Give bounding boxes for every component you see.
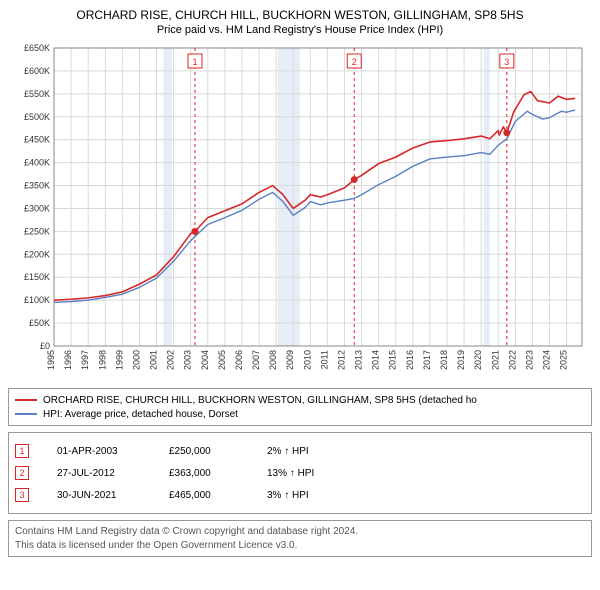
svg-text:2019: 2019 — [456, 350, 466, 370]
footer-line: Contains HM Land Registry data © Crown c… — [15, 525, 585, 539]
svg-text:2010: 2010 — [302, 350, 312, 370]
legend-swatch — [15, 413, 37, 415]
events-table: 1 01-APR-2003 £250,000 2% ↑ HPI 2 27-JUL-2012… — [8, 432, 592, 514]
svg-text:£650K: £650K — [24, 43, 50, 53]
event-row: 3 30-JUN-2021 £465,000 3% ↑ HPI — [15, 485, 585, 505]
legend-row: ORCHARD RISE, CHURCH HILL, BUCKHORN WEST… — [15, 393, 585, 407]
price-chart: £0 £50K £100K £150K £200K £250K £300K £350K £400… — [8, 42, 592, 382]
legend-label: ORCHARD RISE, CHURCH HILL, BUCKHORN WEST… — [43, 395, 477, 406]
event-delta: 2% ↑ HPI — [267, 446, 347, 457]
chart-title: ORCHARD RISE, CHURCH HILL, BUCKHORN WEST… — [8, 8, 592, 22]
svg-text:1998: 1998 — [97, 350, 107, 370]
svg-text:£150K: £150K — [24, 272, 50, 282]
event-marker: 1 — [15, 444, 29, 458]
svg-text:2018: 2018 — [439, 350, 449, 370]
svg-text:2023: 2023 — [524, 350, 534, 370]
svg-text:1997: 1997 — [80, 350, 90, 370]
svg-text:1995: 1995 — [46, 350, 56, 370]
chart-svg: £0 £50K £100K £150K £200K £250K £300K £350K £400… — [8, 42, 592, 382]
svg-text:2008: 2008 — [268, 350, 278, 370]
svg-text:2011: 2011 — [319, 350, 329, 369]
svg-text:2017: 2017 — [422, 350, 432, 370]
event-date: 27-JUL-2012 — [57, 468, 141, 479]
event-date: 01-APR-2003 — [57, 446, 141, 457]
svg-text:2007: 2007 — [251, 350, 261, 370]
svg-text:2021: 2021 — [490, 350, 500, 370]
svg-text:£50K: £50K — [29, 318, 50, 328]
svg-text:2002: 2002 — [166, 350, 176, 370]
svg-text:2016: 2016 — [405, 350, 415, 370]
svg-text:2006: 2006 — [234, 350, 244, 370]
svg-text:2012: 2012 — [336, 350, 346, 370]
event-price: £363,000 — [169, 468, 239, 479]
event-price: £250,000 — [169, 446, 239, 457]
svg-text:2003: 2003 — [183, 350, 193, 370]
svg-text:£550K: £550K — [24, 89, 50, 99]
legend: ORCHARD RISE, CHURCH HILL, BUCKHORN WEST… — [8, 388, 592, 426]
svg-text:2005: 2005 — [217, 350, 227, 370]
event-row: 1 01-APR-2003 £250,000 2% ↑ HPI — [15, 441, 585, 461]
chart-subtitle: Price paid vs. HM Land Registry's House … — [8, 24, 592, 36]
svg-text:£0: £0 — [40, 341, 50, 351]
legend-swatch — [15, 399, 37, 401]
svg-text:£250K: £250K — [24, 226, 50, 236]
svg-text:£200K: £200K — [24, 249, 50, 259]
svg-text:2024: 2024 — [542, 350, 552, 370]
svg-text:2: 2 — [352, 57, 357, 67]
svg-text:2020: 2020 — [473, 350, 483, 370]
svg-text:£600K: £600K — [24, 66, 50, 76]
svg-text:£350K: £350K — [24, 181, 50, 191]
svg-text:1996: 1996 — [63, 350, 73, 370]
svg-text:2015: 2015 — [388, 350, 398, 370]
attribution-footer: Contains HM Land Registry data © Crown c… — [8, 520, 592, 557]
svg-text:£300K: £300K — [24, 203, 50, 213]
svg-text:2013: 2013 — [354, 350, 364, 370]
event-delta: 13% ↑ HPI — [267, 468, 347, 479]
event-marker: 3 — [15, 488, 29, 502]
svg-text:2004: 2004 — [200, 350, 210, 370]
svg-text:2025: 2025 — [559, 350, 569, 370]
svg-text:£400K: £400K — [24, 158, 50, 168]
svg-text:3: 3 — [504, 57, 509, 67]
svg-text:£450K: £450K — [24, 135, 50, 145]
event-price: £465,000 — [169, 490, 239, 501]
footer-line: This data is licensed under the Open Gov… — [15, 539, 585, 553]
legend-row: HPI: Average price, detached house, Dors… — [15, 407, 585, 421]
svg-text:2022: 2022 — [507, 350, 517, 370]
svg-text:1999: 1999 — [114, 350, 124, 370]
svg-text:1: 1 — [192, 57, 197, 67]
event-marker: 2 — [15, 466, 29, 480]
svg-text:£100K: £100K — [24, 295, 50, 305]
svg-text:2001: 2001 — [149, 350, 159, 370]
event-date: 30-JUN-2021 — [57, 490, 141, 501]
legend-label: HPI: Average price, detached house, Dors… — [43, 409, 238, 420]
svg-text:2009: 2009 — [285, 350, 295, 370]
svg-text:2014: 2014 — [371, 350, 381, 370]
event-row: 2 27-JUL-2012 £363,000 13% ↑ HPI — [15, 463, 585, 483]
svg-text:£500K: £500K — [24, 112, 50, 122]
svg-text:2000: 2000 — [131, 350, 141, 370]
event-delta: 3% ↑ HPI — [267, 490, 347, 501]
